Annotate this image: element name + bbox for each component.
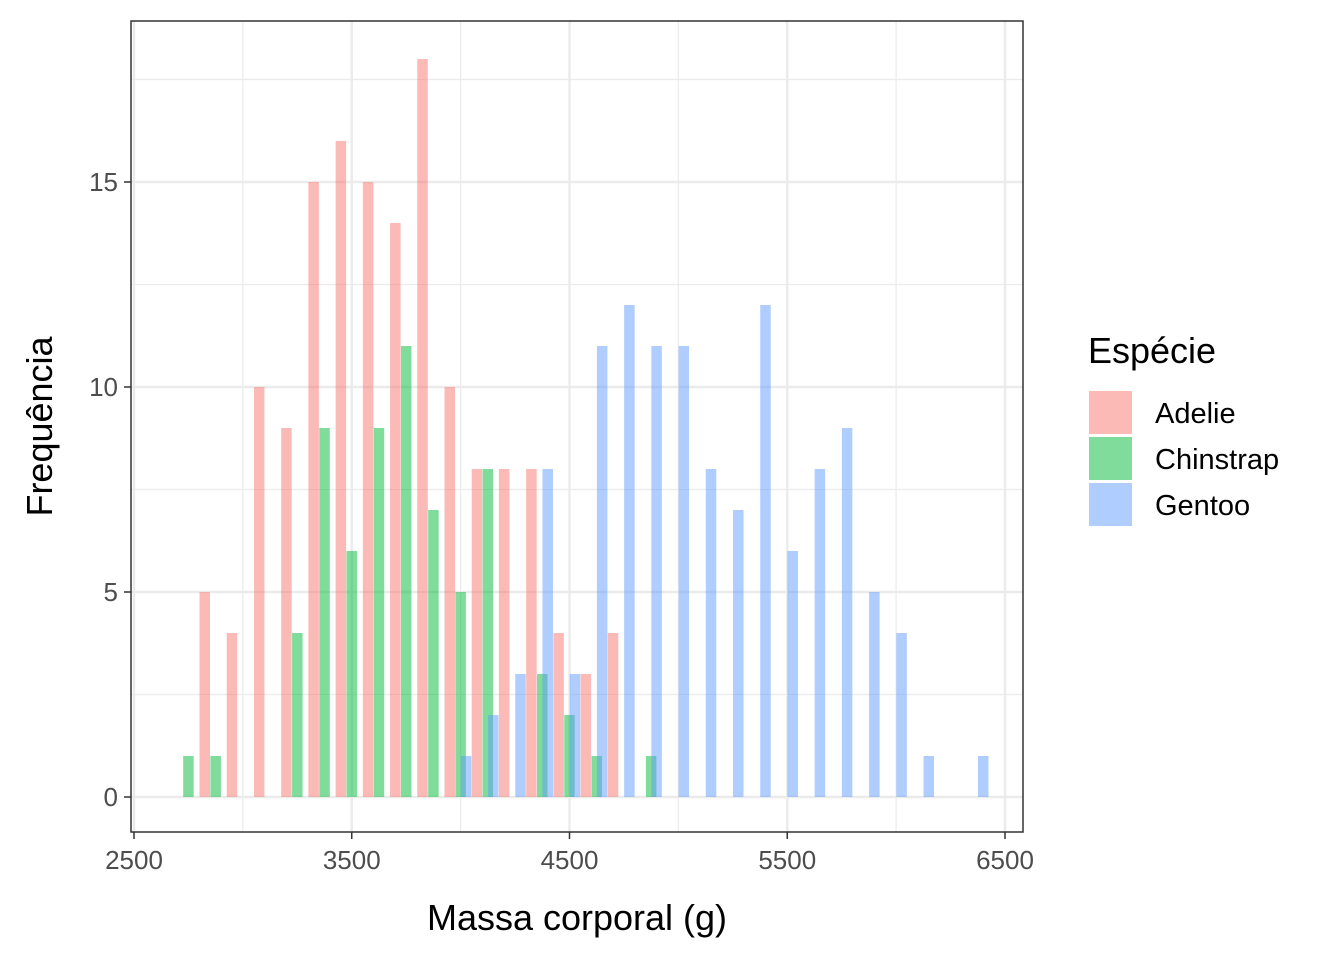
- y-axis: 0 5 10 15: [89, 167, 131, 812]
- x-tick-label: 4500: [541, 845, 599, 875]
- bar-gentoo: [923, 756, 935, 797]
- y-tick-label: 15: [89, 167, 118, 197]
- bar-chinstrap: [346, 551, 357, 797]
- bar-gentoo: [760, 305, 771, 797]
- bar-chinstrap: [645, 756, 657, 797]
- bar-chinstrap: [564, 715, 575, 797]
- bar-adelie: [553, 633, 564, 797]
- x-tick-label: 5500: [758, 845, 816, 875]
- bar-chinstrap: [373, 428, 385, 797]
- bar-adelie: [607, 633, 619, 797]
- bar-adelie: [498, 469, 510, 797]
- legend-label-adelie: Adelie: [1155, 398, 1236, 430]
- x-tick-label: 2500: [105, 845, 163, 875]
- bar-gentoo: [841, 428, 853, 797]
- bar-gentoo: [869, 592, 880, 797]
- x-axis-title: Massa corporal (g): [427, 897, 727, 938]
- bar-adelie: [526, 469, 537, 797]
- x-axis: 2500 3500 4500 5500 6500: [105, 832, 1034, 875]
- bar-gentoo: [678, 346, 690, 797]
- legend-label-chinstrap: Chinstrap: [1155, 444, 1279, 476]
- bar-chinstrap: [292, 633, 303, 797]
- bar-gentoo: [460, 756, 472, 797]
- bars: [183, 59, 989, 797]
- bar-adelie: [308, 182, 319, 797]
- bar-adelie: [335, 141, 347, 797]
- bar-gentoo: [515, 674, 526, 797]
- bar-chinstrap: [482, 469, 494, 797]
- bar-gentoo: [896, 633, 907, 797]
- bar-gentoo: [651, 346, 662, 797]
- bar-chinstrap: [428, 510, 439, 797]
- bar-gentoo: [624, 305, 635, 797]
- bar-adelie: [417, 59, 428, 797]
- bar-chinstrap: [537, 674, 548, 797]
- minor-grid: [131, 21, 1023, 832]
- bar-adelie: [253, 387, 265, 797]
- bar-adelie: [362, 182, 374, 797]
- bar-gentoo: [705, 469, 717, 797]
- bar-gentoo: [733, 510, 744, 797]
- bar-gentoo: [596, 346, 608, 797]
- y-tick-label: 5: [104, 577, 118, 607]
- bar-gentoo: [814, 469, 826, 797]
- bar-adelie: [444, 387, 455, 797]
- bar-gentoo: [542, 469, 553, 797]
- bar-chinstrap: [591, 756, 602, 797]
- y-tick-label: 0: [104, 782, 118, 812]
- legend-title: Espécie: [1088, 330, 1216, 371]
- y-axis-title: Frequência: [19, 335, 60, 516]
- legend-label-gentoo: Gentoo: [1155, 490, 1250, 522]
- bar-adelie: [390, 223, 401, 797]
- legend-items: Adelie Chinstrap Gentoo: [1089, 391, 1279, 526]
- bar-chinstrap: [455, 592, 466, 797]
- bar-adelie: [580, 674, 592, 797]
- x-tick-label: 6500: [976, 845, 1034, 875]
- bar-chinstrap: [400, 346, 412, 797]
- legend-swatch-gentoo: [1089, 483, 1132, 526]
- bar-chinstrap: [319, 428, 330, 797]
- plot-panel: [130, 20, 1024, 833]
- bar-gentoo: [787, 551, 798, 797]
- bar-gentoo: [488, 715, 499, 797]
- y-tick-label: 10: [89, 372, 118, 402]
- bar-adelie: [281, 428, 292, 797]
- legend-swatch-adelie: [1089, 391, 1132, 434]
- legend: Espécie Adelie Chinstrap Gentoo: [1088, 330, 1279, 526]
- x-tick-label: 3500: [323, 845, 381, 875]
- legend-swatch-chinstrap: [1089, 437, 1132, 480]
- bar-adelie: [199, 592, 211, 797]
- bar-chinstrap: [183, 756, 194, 797]
- bar-adelie: [226, 633, 238, 797]
- bar-gentoo: [569, 674, 581, 797]
- bar-gentoo: [977, 756, 989, 797]
- panel-border: [130, 20, 1024, 833]
- bar-adelie: [471, 469, 483, 797]
- bar-chinstrap: [210, 756, 221, 797]
